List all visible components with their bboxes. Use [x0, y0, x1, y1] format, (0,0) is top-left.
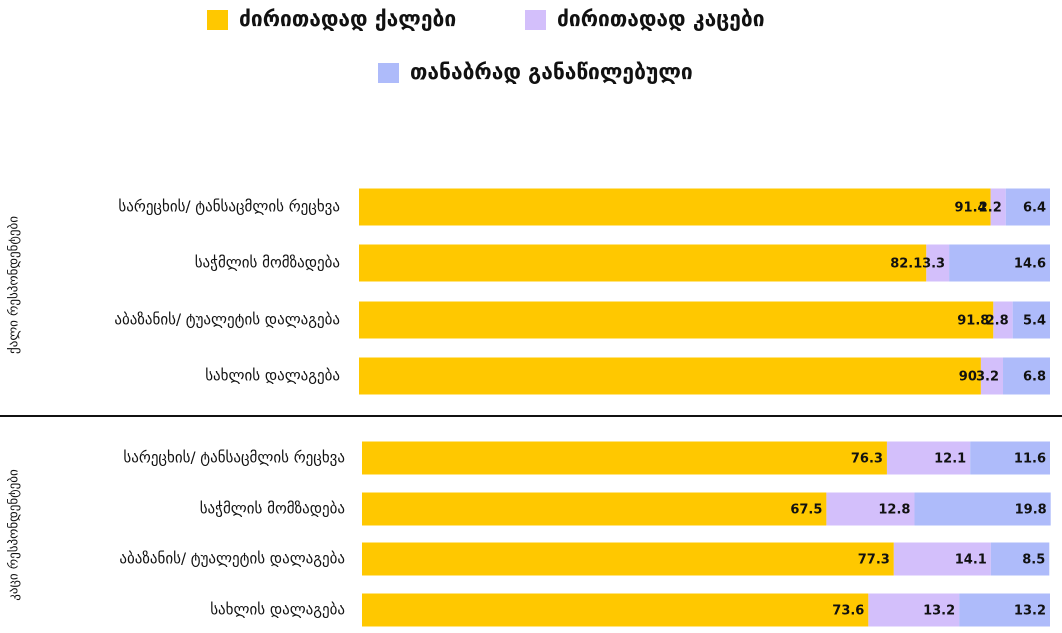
- value-label: 14.1: [955, 553, 987, 568]
- value-label: 14.6: [1014, 257, 1046, 272]
- value-label: 77.3: [858, 553, 890, 568]
- bar-segment: [1005, 188, 1050, 226]
- category-label: აბაზანის/ ტუალეტის დალაგება: [114, 311, 340, 329]
- value-label: 67.5: [790, 503, 822, 518]
- value-label: 19.8: [1015, 503, 1047, 518]
- bar-segment: [970, 441, 1050, 475]
- bar-segment: [949, 244, 1050, 282]
- value-label: 91.4: [954, 201, 986, 216]
- bar-segment: [990, 188, 1006, 226]
- value-label: 76.3: [851, 452, 883, 467]
- bar-segment: [362, 593, 869, 627]
- legend-label: თანაბრად განაწილებული: [410, 60, 693, 84]
- value-label: 3.3: [922, 257, 945, 272]
- category-label: საჭმლის მომზადება: [200, 500, 345, 518]
- value-label: 8.5: [1022, 553, 1045, 568]
- bar-segment: [826, 492, 915, 526]
- bar-segment: [362, 542, 894, 576]
- bar-segment: [359, 357, 981, 395]
- bar-segment: [359, 301, 994, 339]
- value-label: 82.1: [890, 257, 922, 272]
- bar-segment: [886, 441, 971, 475]
- bar-segment: [362, 492, 827, 526]
- category-label: სახლის დალაგება: [210, 601, 345, 619]
- value-label: 11.6: [1014, 452, 1046, 467]
- bar-segment: [359, 188, 991, 226]
- bar-segment: [1012, 301, 1050, 339]
- value-label: 13.2: [1014, 604, 1046, 619]
- legend-swatch: [207, 10, 228, 30]
- value-label: 13.2: [923, 604, 955, 619]
- bar-segment: [980, 357, 1004, 395]
- legend-label: ძირითადად ქალები: [239, 7, 456, 31]
- bar-segment: [1003, 357, 1050, 395]
- group-label: კაცი რესპონდენტები: [7, 469, 22, 601]
- legend-label: ძირითადად კაცები: [557, 7, 765, 31]
- category-label: სახლის დალაგება: [205, 367, 340, 385]
- legend-swatch: [378, 63, 399, 83]
- category-label: აბაზანის/ ტუალეტის დალაგება: [119, 550, 345, 568]
- bar-segment: [362, 441, 887, 475]
- value-label: 12.1: [934, 452, 966, 467]
- value-label: 6.8: [1023, 370, 1046, 385]
- bar-segment: [868, 593, 960, 627]
- bar-segment: [993, 301, 1013, 339]
- value-label: 91.8: [957, 314, 989, 329]
- bar-segment: [359, 244, 927, 282]
- value-label: 3.2: [976, 370, 999, 385]
- bar-segment: [959, 593, 1050, 627]
- value-label: 90: [959, 370, 977, 385]
- bar-segment: [926, 244, 950, 282]
- category-label: სარეცხის/ ტანსაცმლის რეცხვა: [118, 198, 340, 216]
- bar-segment: [990, 542, 1050, 576]
- bar-segment: [914, 492, 1051, 526]
- category-label: სარეცხის/ ტანსაცმლის რეცხვა: [123, 449, 345, 467]
- value-label: 2.2: [979, 201, 1002, 216]
- value-label: 73.6: [832, 604, 864, 619]
- bar-segment: [893, 542, 991, 576]
- value-label: 12.8: [878, 503, 910, 518]
- value-label: 2.8: [986, 314, 1009, 329]
- category-label: საჭმლის მომზადება: [195, 254, 340, 272]
- legend-swatch: [525, 10, 546, 30]
- group-label: ქალი რესპონდენტები: [7, 216, 22, 354]
- value-label: 5.4: [1023, 314, 1046, 329]
- value-label: 6.4: [1023, 201, 1046, 216]
